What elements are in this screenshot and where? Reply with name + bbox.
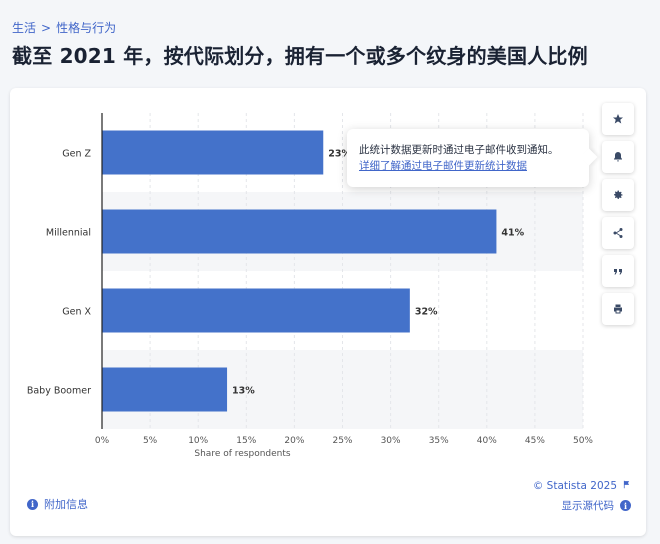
side-toolbar — [602, 103, 634, 325]
x-tick-label: 15% — [236, 436, 256, 446]
print-button[interactable] — [602, 293, 634, 325]
quote-icon — [614, 269, 622, 275]
x-tick-label: 5% — [143, 436, 158, 446]
category-label: Millennial — [46, 228, 91, 239]
tooltip-link[interactable]: 详细了解通过电子邮件更新统计数据 — [359, 160, 527, 172]
additional-info-label: 附加信息 — [44, 498, 88, 511]
copyright-link[interactable]: © Statista 2025 — [533, 480, 631, 492]
breadcrumb-item-life[interactable]: 生活 — [12, 21, 37, 35]
notification-button[interactable] — [602, 141, 634, 173]
favorite-button[interactable] — [602, 103, 634, 135]
info-icon: i — [27, 498, 38, 510]
settings-button[interactable] — [602, 179, 634, 211]
flag-icon — [622, 480, 631, 492]
notification-tooltip: 此统计数据更新时通过电子邮件收到通知。 详细了解通过电子邮件更新统计数据 — [347, 129, 589, 187]
breadcrumb: 生活 > 性格与行为 — [12, 19, 116, 36]
gear-icon — [614, 190, 623, 199]
page-title: 截至 2021 年，按代际划分，拥有一个或多个纹身的美国人比例 — [12, 44, 588, 68]
x-tick-label: 45% — [525, 436, 545, 446]
category-label: Gen Z — [62, 149, 91, 160]
share-icon — [613, 228, 623, 238]
x-tick-label: 0% — [95, 436, 110, 446]
x-tick-label: 30% — [381, 436, 401, 446]
copyright-text: © Statista 2025 — [532, 480, 617, 492]
data-label: 13% — [232, 386, 255, 397]
data-label: 23% — [328, 149, 351, 160]
category-label: Baby Boomer — [27, 386, 91, 397]
category-label: Gen X — [62, 307, 91, 318]
x-tick-label: 20% — [284, 436, 304, 446]
bell-icon — [614, 152, 622, 162]
show-source-label: 显示源代码 — [561, 500, 615, 512]
bar-gen-z — [102, 130, 324, 175]
bar-millennial — [102, 209, 497, 254]
additional-info-link[interactable]: i 附加信息 — [27, 496, 88, 512]
star-icon — [613, 114, 623, 124]
x-tick-label: 40% — [477, 436, 497, 446]
print-icon — [614, 304, 622, 314]
data-label: 41% — [501, 228, 524, 239]
cite-button[interactable] — [602, 255, 634, 287]
data-label: 32% — [415, 307, 438, 318]
x-tick-label: 25% — [332, 436, 352, 446]
show-source-link[interactable]: 显示源代码 i — [561, 498, 631, 513]
x-tick-label: 50% — [573, 436, 593, 446]
breadcrumb-separator: > — [41, 20, 52, 35]
share-button[interactable] — [602, 217, 634, 249]
bar-gen-x — [102, 288, 410, 333]
x-axis-title: Share of respondents — [194, 449, 291, 459]
x-tick-label: 10% — [188, 436, 208, 446]
source-info-icon: i — [620, 500, 631, 511]
tooltip-text: 此统计数据更新时通过电子邮件收到通知。 — [359, 144, 559, 156]
x-tick-label: 35% — [429, 436, 449, 446]
breadcrumb-item-personality[interactable]: 性格与行为 — [56, 21, 117, 35]
bar-baby-boomer — [102, 367, 228, 412]
